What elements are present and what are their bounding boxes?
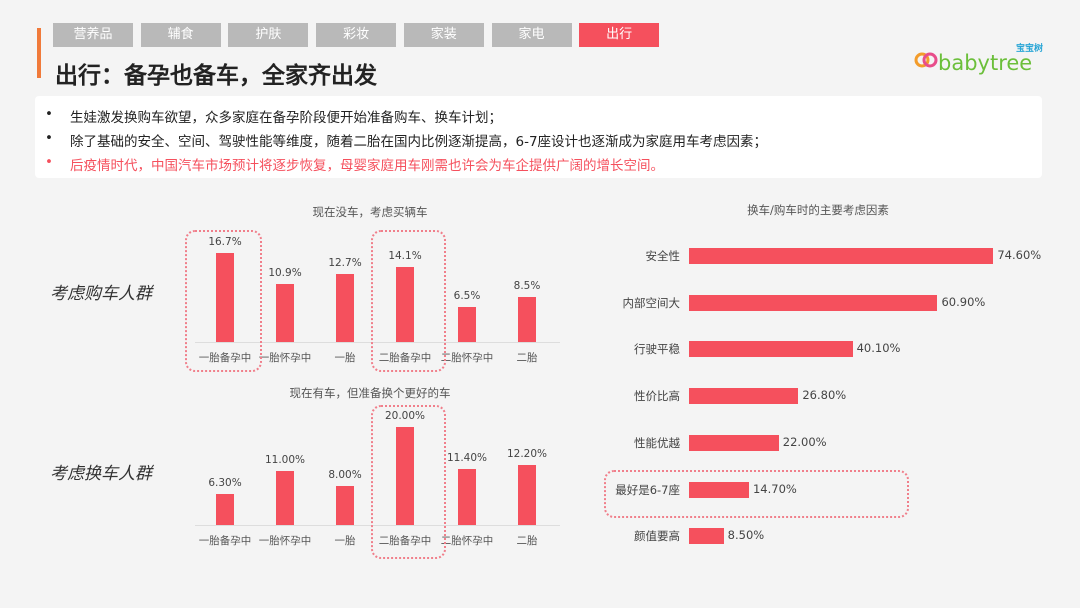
category-label: 二胎怀孕中 bbox=[440, 535, 494, 547]
data-label: 11.00% bbox=[264, 454, 306, 467]
bar bbox=[689, 388, 799, 405]
bar bbox=[216, 494, 234, 525]
bullet-dot: • bbox=[45, 106, 53, 122]
tab-5[interactable]: 家电 bbox=[491, 23, 572, 47]
category-label: 性能优越 bbox=[634, 435, 680, 450]
category-label: 二胎 bbox=[516, 352, 538, 364]
data-label: 6.30% bbox=[208, 477, 242, 490]
summary-box: • 生娃激发换购车欲望，众多家庭在备孕阶段便开始准备购车、换车计划； • 除了基础的安… bbox=[35, 96, 1042, 178]
bar bbox=[458, 469, 476, 525]
bar bbox=[689, 341, 853, 358]
data-label: 60.90% bbox=[941, 294, 986, 309]
data-label: 16.7% bbox=[208, 235, 242, 248]
svg-text:宝宝树: 宝宝树 bbox=[1016, 42, 1043, 54]
data-label: 26.80% bbox=[802, 388, 847, 403]
bar bbox=[689, 248, 994, 264]
bar bbox=[396, 427, 414, 525]
accent-bar bbox=[37, 28, 41, 78]
data-label: 10.9% bbox=[268, 266, 302, 279]
group-label-replace: 考虑换车人群 bbox=[50, 464, 152, 484]
highlight-box bbox=[371, 405, 446, 559]
bar bbox=[276, 471, 294, 525]
x-axis bbox=[195, 342, 560, 343]
category-label: 行驶平稳 bbox=[634, 342, 680, 357]
data-label: 14.1% bbox=[388, 249, 422, 262]
data-label: 6.5% bbox=[453, 290, 481, 303]
babytree-logo: 宝宝树 babytree bbox=[914, 42, 1043, 75]
bar bbox=[689, 481, 749, 498]
bullet-dot: • bbox=[45, 130, 53, 146]
tab-3[interactable]: 彩妆 bbox=[316, 23, 397, 47]
data-label: 74.60% bbox=[997, 248, 1042, 262]
category-label: 一胎怀孕中 bbox=[258, 352, 312, 364]
bar bbox=[689, 528, 724, 545]
svg-text:babytree: babytree bbox=[938, 51, 1032, 75]
data-label: 12.20% bbox=[506, 448, 548, 461]
data-label: 8.5% bbox=[513, 279, 541, 292]
category-label: 最好是6-7座 bbox=[615, 482, 680, 497]
category-label: 内部空间大 bbox=[622, 295, 681, 310]
chart-title: 现在没车，考虑买辆车 bbox=[312, 205, 428, 219]
chart-title: 换车/购车时的主要考虑因素 bbox=[747, 203, 889, 217]
bar bbox=[689, 294, 938, 311]
bar bbox=[336, 274, 354, 342]
category-label: 一胎怀孕中 bbox=[258, 535, 312, 547]
category-label: 一胎 bbox=[334, 352, 356, 364]
bar bbox=[458, 307, 476, 342]
data-label: 14.70% bbox=[752, 481, 797, 496]
highlight-box bbox=[604, 470, 909, 518]
bullet-dot: • bbox=[45, 154, 53, 170]
bar bbox=[216, 252, 234, 342]
bar bbox=[336, 485, 354, 525]
bullet-text: 除了基础的安全、空间、驾驶性能等维度，随着二胎在国内比例逐渐提高，6-7座设计也… bbox=[70, 134, 768, 150]
category-label: 一胎备孕中 bbox=[198, 352, 252, 364]
bar bbox=[396, 266, 414, 342]
tab-2[interactable]: 护肤 bbox=[228, 23, 309, 47]
tab-1[interactable]: 辅食 bbox=[140, 23, 221, 47]
bar bbox=[689, 434, 779, 451]
tab-6[interactable]: 出行 bbox=[579, 23, 660, 47]
data-label: 8.00% bbox=[328, 468, 362, 481]
bar bbox=[518, 465, 536, 525]
data-label: 22.00% bbox=[782, 434, 827, 449]
data-label: 20.00% bbox=[384, 410, 426, 422]
bar bbox=[276, 283, 294, 342]
group-label-buy: 考虑购车人群 bbox=[50, 284, 152, 304]
data-label: 8.50% bbox=[727, 528, 765, 543]
page-title: 出行：备孕也备车，全家齐出发 bbox=[55, 63, 377, 89]
bar bbox=[518, 296, 536, 342]
category-label: 一胎 bbox=[334, 535, 356, 547]
category-label: 安全性 bbox=[645, 249, 681, 263]
data-label: 11.40% bbox=[446, 452, 488, 465]
tab-0[interactable]: 营养品 bbox=[53, 23, 133, 47]
category-label: 颜值要高 bbox=[634, 529, 680, 544]
category-label: 一胎备孕中 bbox=[198, 535, 252, 547]
tab-4[interactable]: 家装 bbox=[403, 23, 484, 47]
chart-title: 现在有车，但准备换个更好的车 bbox=[289, 386, 451, 400]
data-label: 12.7% bbox=[328, 257, 362, 270]
data-label: 40.10% bbox=[856, 341, 901, 356]
highlight-box bbox=[371, 230, 446, 372]
category-label: 二胎 bbox=[516, 535, 538, 547]
bullet-text: 后疫情时代，中国汽车市场预计将逐步恢复，母婴家庭用车刚需也许会为车企提供广阔的增… bbox=[70, 158, 664, 174]
highlight-box bbox=[185, 230, 262, 372]
x-axis bbox=[195, 525, 560, 526]
category-label: 性价比高 bbox=[634, 389, 680, 404]
category-label: 二胎备孕中 bbox=[378, 352, 432, 364]
bullet-text: 生娃激发换购车欲望，众多家庭在备孕阶段便开始准备购车、换车计划； bbox=[70, 110, 502, 126]
category-label: 二胎备孕中 bbox=[378, 535, 432, 547]
category-label: 二胎怀孕中 bbox=[440, 352, 494, 364]
